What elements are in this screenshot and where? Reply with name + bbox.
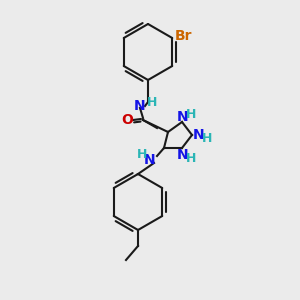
Text: H: H <box>147 95 157 109</box>
Text: H: H <box>186 152 196 166</box>
Text: N: N <box>177 110 189 124</box>
Text: N: N <box>134 99 146 113</box>
Text: N: N <box>193 128 205 142</box>
Text: O: O <box>121 113 133 127</box>
Text: H: H <box>186 107 196 121</box>
Text: N: N <box>177 148 189 162</box>
Text: Br: Br <box>175 29 193 43</box>
Text: H: H <box>202 133 212 146</box>
Text: H: H <box>137 148 147 161</box>
Text: N: N <box>144 153 156 167</box>
